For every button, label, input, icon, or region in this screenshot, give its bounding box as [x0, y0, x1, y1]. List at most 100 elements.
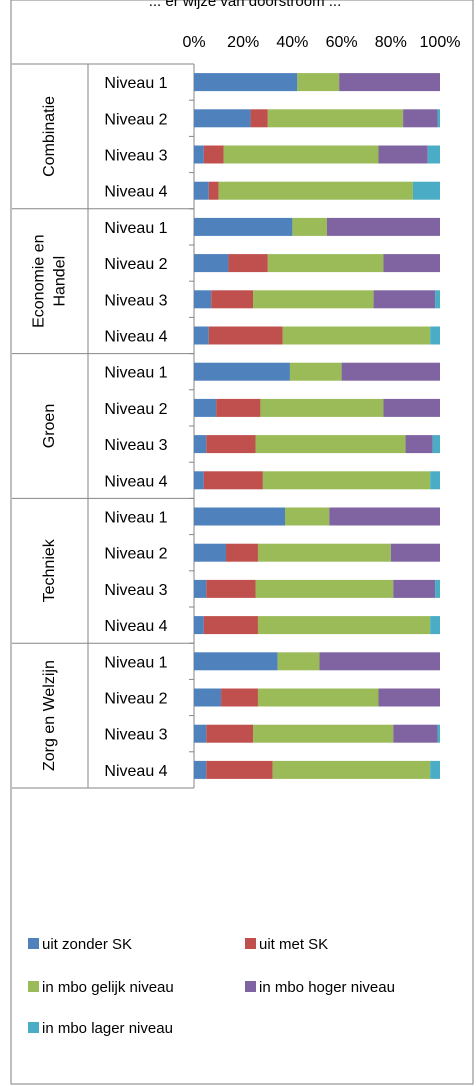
category-label: Niveau 3: [104, 148, 167, 165]
bar-segment: [405, 435, 433, 454]
bar-segment: [282, 326, 431, 345]
bar-segment: [194, 652, 278, 671]
bar-segment: [206, 724, 254, 743]
bar-segment: [378, 145, 428, 164]
bar-segment: [194, 435, 207, 454]
bar-segment: [267, 109, 404, 128]
bar-segment: [255, 435, 406, 454]
group-label: Zorg en Welzijn: [41, 660, 58, 771]
x-tick-label: 40%: [276, 34, 308, 51]
category-label: Niveau 3: [104, 727, 167, 744]
bar-segment: [393, 724, 438, 743]
bar-segment: [427, 145, 440, 164]
category-label: Niveau 3: [104, 437, 167, 454]
bar-segment: [194, 471, 204, 490]
legend-label: uit zonder SK: [42, 936, 132, 953]
bar-segment: [435, 290, 440, 309]
legend-swatch: [245, 938, 256, 949]
bar-segment: [262, 471, 431, 490]
bar-segment: [432, 435, 440, 454]
bar-segment: [194, 688, 222, 707]
bar-segment: [211, 290, 254, 309]
legend-swatch: [28, 981, 39, 992]
chart-title: ... er wijze van doorstroom ...: [149, 0, 342, 10]
bar-segment: [437, 724, 440, 743]
bars-layer: [194, 73, 440, 779]
bar-segment: [285, 507, 330, 526]
category-label: Niveau 3: [104, 582, 167, 599]
x-tick-label: 20%: [227, 34, 259, 51]
bar-segment: [378, 688, 440, 707]
category-label: Niveau 1: [104, 510, 167, 527]
bar-segment: [253, 724, 394, 743]
bar-segment: [206, 579, 256, 598]
category-label: Niveau 2: [104, 256, 167, 273]
bar-segment: [383, 254, 440, 273]
bar-segment: [393, 579, 436, 598]
category-label: Niveau 4: [104, 473, 167, 490]
category-label: Niveau 1: [104, 75, 167, 92]
category-label: Niveau 4: [104, 184, 167, 201]
bar-segment: [430, 760, 440, 779]
bar-segment: [403, 109, 438, 128]
bar-segment: [194, 543, 226, 562]
legend-swatch: [28, 1022, 39, 1033]
bar-segment: [194, 254, 229, 273]
bar-segment: [194, 290, 212, 309]
bar-segment: [228, 254, 268, 273]
group-label: Techniek: [41, 538, 58, 602]
bar-segment: [208, 326, 283, 345]
bar-segment: [260, 398, 384, 417]
bar-segment: [203, 616, 258, 635]
bar-segment: [390, 543, 440, 562]
bar-segment: [194, 73, 298, 92]
bar-segment: [257, 616, 431, 635]
bar-segment: [430, 471, 440, 490]
category-label: Niveau 4: [104, 329, 167, 346]
legend: uit zonder SK uit met SK in mbo gelijk niv…: [28, 936, 395, 1037]
group-label: Combinatie: [41, 96, 58, 177]
category-label: Niveau 2: [104, 546, 167, 563]
bar-segment: [257, 543, 391, 562]
category-label: Niveau 1: [104, 220, 167, 237]
bar-segment: [253, 290, 374, 309]
bar-segment: [341, 362, 440, 381]
bar-segment: [373, 290, 436, 309]
bar-segment: [216, 398, 261, 417]
bar-segment: [194, 362, 290, 381]
bar-segment: [430, 616, 440, 635]
bar-segment: [206, 435, 256, 454]
bar-segment: [339, 73, 440, 92]
bar-segment: [430, 326, 440, 345]
legend-swatch: [28, 938, 39, 949]
bar-segment: [297, 73, 340, 92]
group-label: Handel: [52, 256, 69, 307]
x-tick-label: 60%: [326, 34, 358, 51]
category-label: Niveau 1: [104, 654, 167, 671]
legend-label: in mbo lager niveau: [42, 1020, 173, 1037]
category-label: Niveau 2: [104, 401, 167, 418]
bar-segment: [412, 181, 440, 200]
bar-segment: [383, 398, 440, 417]
bar-segment: [225, 543, 258, 562]
legend-label: in mbo gelijk niveau: [42, 979, 174, 996]
bar-segment: [208, 181, 219, 200]
bar-segment: [289, 362, 342, 381]
category-label: Niveau 3: [104, 292, 167, 309]
bar-segment: [218, 181, 413, 200]
bar-segment: [272, 760, 431, 779]
x-tick-label: 80%: [375, 34, 407, 51]
bar-segment: [194, 109, 251, 128]
legend-swatch: [245, 981, 256, 992]
x-tick-label: 100%: [420, 34, 461, 51]
labels-layer: Niveau 1 Niveau 2 Niveau 3 Niveau 4 Combinat…: [31, 75, 168, 780]
bar-segment: [194, 724, 207, 743]
bar-segment: [194, 326, 209, 345]
bar-segment: [221, 688, 258, 707]
category-label: Niveau 4: [104, 618, 167, 635]
bar-segment: [255, 579, 394, 598]
bar-segment: [194, 217, 293, 236]
bar-segment: [437, 109, 440, 128]
bar-segment: [203, 145, 224, 164]
